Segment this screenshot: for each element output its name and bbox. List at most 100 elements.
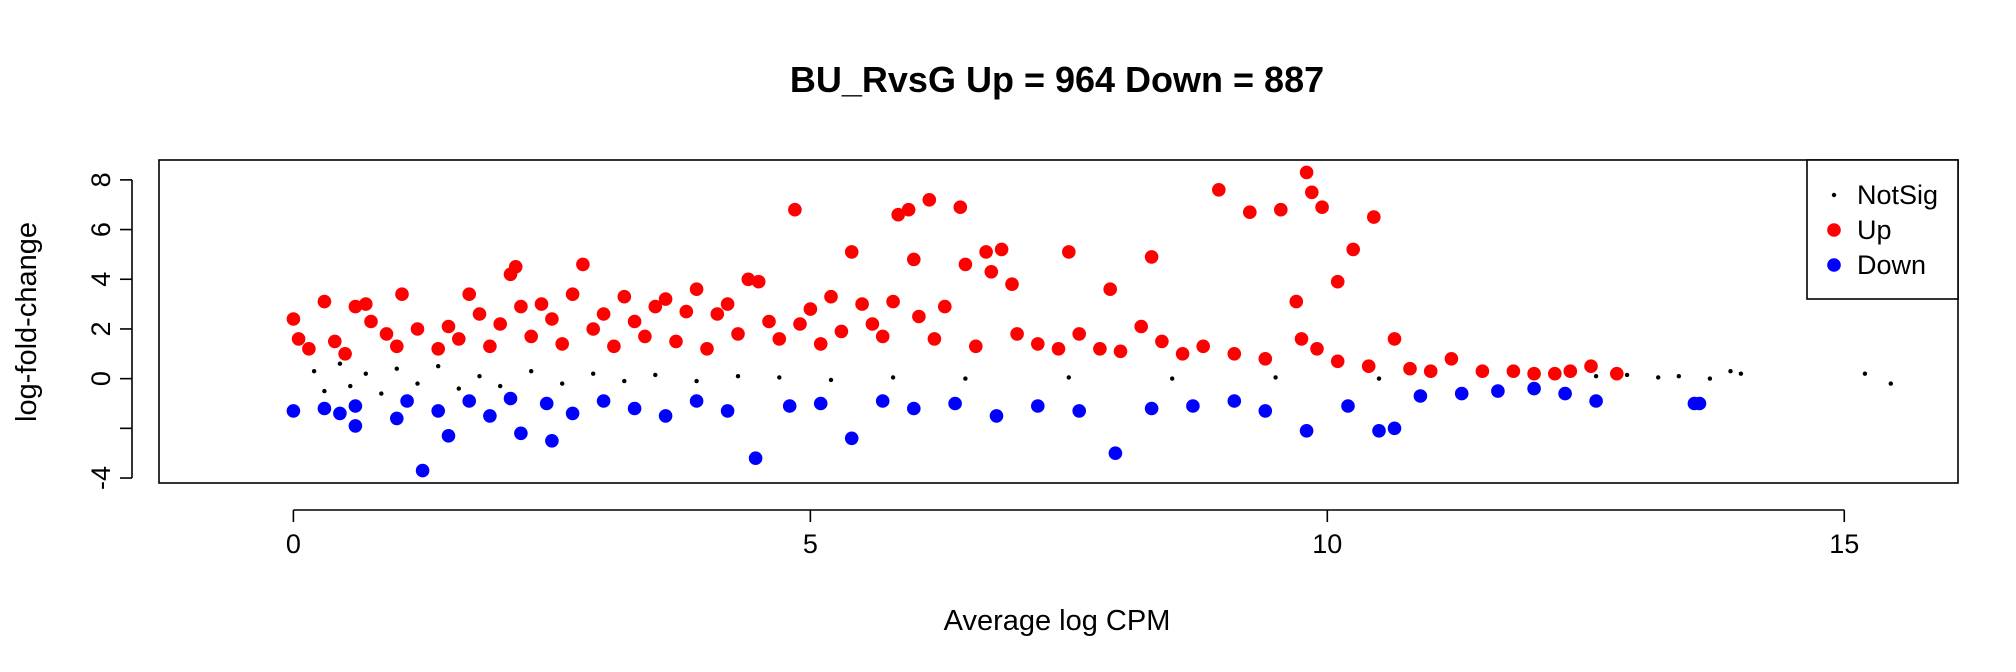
point-notsig <box>363 371 368 376</box>
point-up <box>1144 250 1159 264</box>
point-up <box>1051 342 1066 356</box>
point-notsig <box>337 361 343 366</box>
point-up <box>1212 183 1226 197</box>
point-notsig <box>1376 376 1382 381</box>
point-notsig <box>1170 376 1175 381</box>
point-down <box>545 434 559 448</box>
point-up <box>286 312 301 326</box>
point-notsig <box>348 383 353 389</box>
point-up <box>824 289 838 304</box>
point-down <box>1299 424 1314 438</box>
point-down <box>462 394 477 408</box>
point-notsig <box>1066 375 1072 380</box>
point-up <box>596 307 611 321</box>
point-down <box>627 401 642 416</box>
point-up <box>1506 364 1521 379</box>
point-up <box>855 297 869 311</box>
point-up <box>788 202 802 217</box>
point-notsig <box>456 386 461 391</box>
point-up <box>1444 352 1459 366</box>
point-up <box>586 322 600 336</box>
point-down <box>390 411 404 426</box>
point-down <box>782 399 797 413</box>
point-up <box>1330 274 1345 289</box>
point-notsig <box>694 378 699 384</box>
point-up <box>875 329 890 344</box>
y-tick-label: 0 <box>86 371 116 386</box>
series-up <box>286 165 1624 381</box>
series-notsig <box>311 361 1894 396</box>
plot-frame <box>158 159 1959 484</box>
point-up <box>1346 242 1360 257</box>
legend-marker-notsig <box>1831 192 1837 198</box>
point-up <box>627 314 642 329</box>
point-notsig <box>1656 375 1661 380</box>
point-up <box>751 274 766 289</box>
point-up <box>844 245 859 259</box>
point-down <box>844 431 859 446</box>
point-up <box>1072 327 1086 341</box>
point-notsig <box>1624 372 1630 378</box>
point-down <box>748 451 763 466</box>
point-up <box>1196 339 1210 354</box>
point-up <box>1274 202 1288 217</box>
point-notsig <box>1738 371 1744 376</box>
point-notsig <box>591 371 596 376</box>
series-down <box>286 381 1707 478</box>
point-up <box>565 287 580 302</box>
point-up <box>731 327 745 341</box>
point-notsig <box>529 369 534 374</box>
x-axis: 0 5 10 15 <box>286 509 1859 559</box>
point-notsig <box>828 377 834 383</box>
point-up <box>803 302 818 316</box>
point-up <box>901 202 916 217</box>
y-tick-label: 6 <box>86 222 116 237</box>
point-down <box>596 394 611 408</box>
point-down <box>431 404 446 418</box>
point-up <box>1103 282 1117 297</box>
point-up <box>1330 354 1345 369</box>
point-up <box>338 347 352 361</box>
point-up <box>813 337 828 351</box>
y-tick-label: -4 <box>86 466 116 490</box>
point-up <box>922 193 937 207</box>
point-down <box>1454 386 1469 401</box>
point-notsig <box>379 391 384 396</box>
point-notsig <box>498 383 503 389</box>
point-down <box>1527 381 1541 396</box>
point-down <box>1491 384 1505 398</box>
legend: NotSig Up Down <box>1806 159 1959 300</box>
y-axis: -4 0 2 4 6 8 <box>86 172 133 490</box>
point-down <box>1413 389 1428 403</box>
point-up <box>524 329 538 344</box>
point-notsig <box>1728 369 1733 374</box>
legend-marker-up <box>1827 223 1841 237</box>
point-down <box>1108 446 1123 461</box>
point-up <box>638 329 652 344</box>
x-tick-label: 0 <box>286 529 301 559</box>
point-up <box>648 299 663 314</box>
point-up <box>472 307 487 321</box>
point-notsig <box>1593 374 1599 379</box>
point-up <box>379 327 394 341</box>
x-tick-label: 15 <box>1829 529 1859 559</box>
point-notsig <box>735 374 741 379</box>
point-up <box>1299 165 1314 180</box>
plot-area <box>158 159 1959 484</box>
point-up <box>1175 347 1190 361</box>
point-notsig <box>1888 381 1894 386</box>
point-down <box>875 394 890 408</box>
x-tick-label: 10 <box>1312 529 1342 559</box>
y-tick-label: 2 <box>86 321 116 336</box>
point-up <box>1315 200 1329 214</box>
point-up <box>1289 294 1304 309</box>
point-up <box>710 307 725 321</box>
point-notsig <box>1676 374 1682 379</box>
point-down <box>1072 404 1086 418</box>
point-down <box>286 404 301 418</box>
point-down <box>539 396 554 411</box>
point-down <box>400 394 414 408</box>
point-up <box>348 299 363 314</box>
point-up <box>617 289 632 304</box>
